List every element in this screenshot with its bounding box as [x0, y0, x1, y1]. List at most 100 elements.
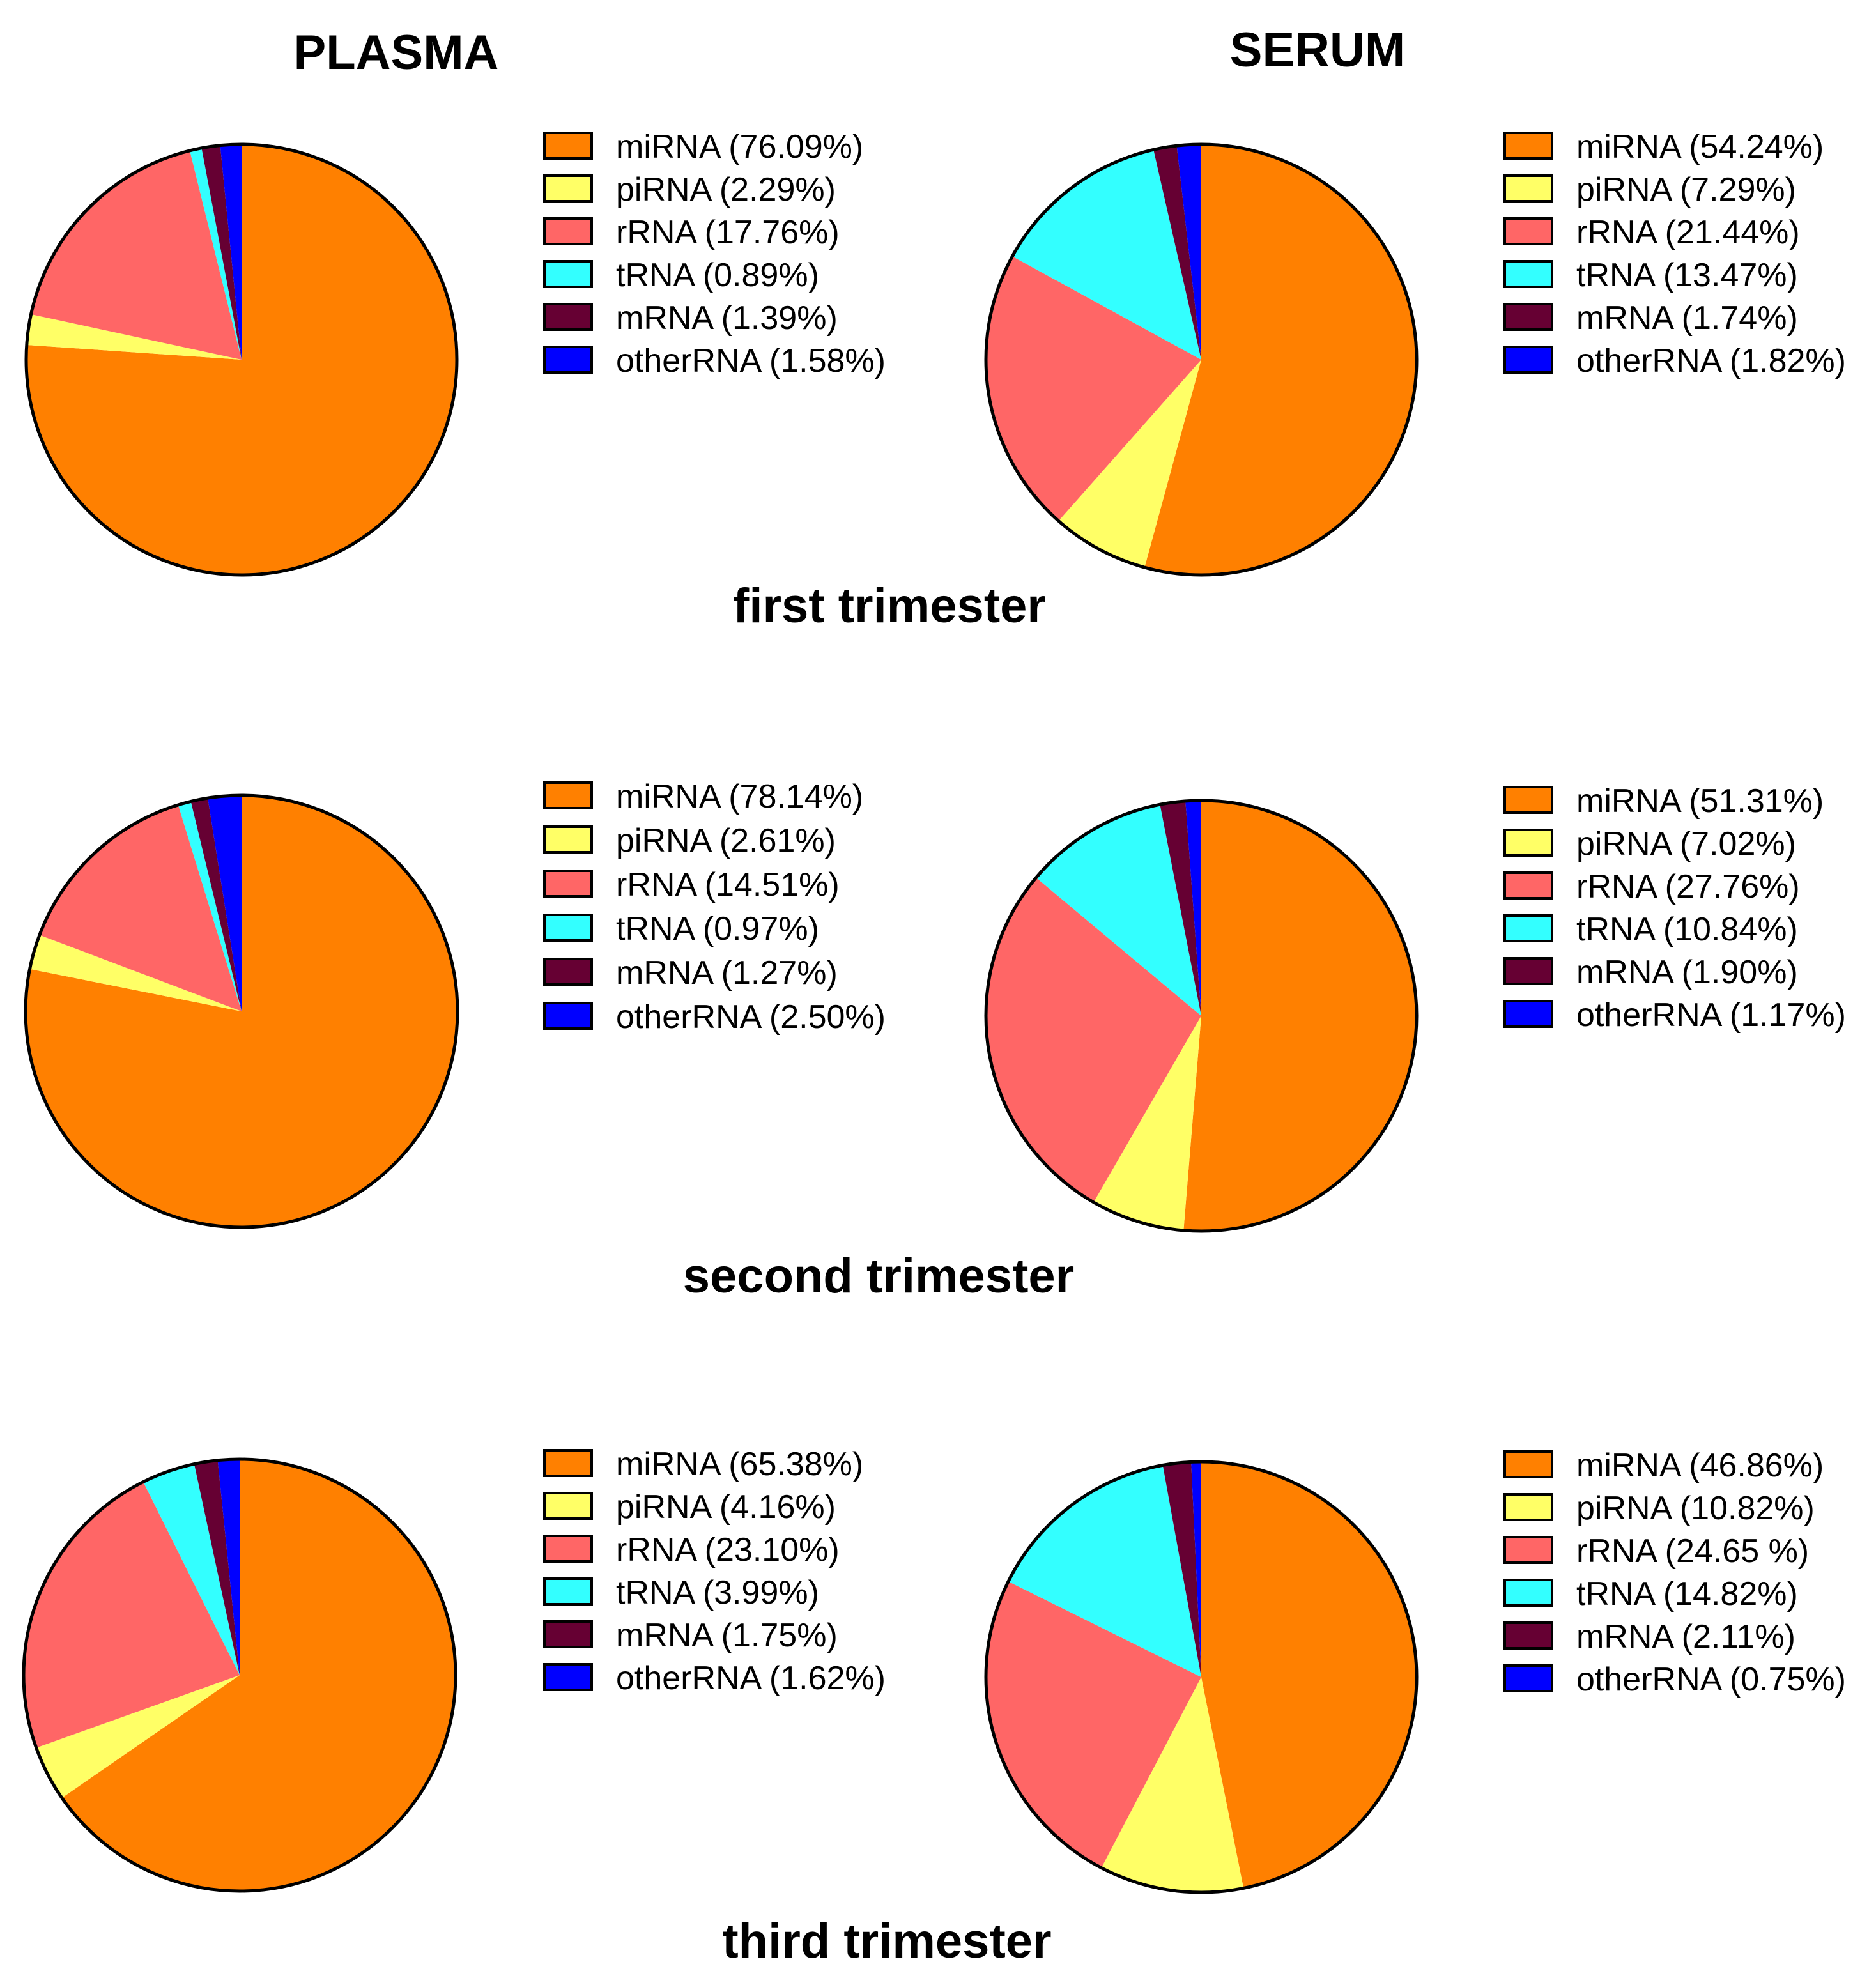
legend-swatch-rrna [1503, 1536, 1553, 1564]
pie-slice-trna [190, 148, 242, 360]
pie-slice-mirna [26, 795, 458, 1227]
pie-slice-pirna [1058, 360, 1201, 568]
pie-slice-mirna [1201, 1462, 1417, 1889]
row-title-first-trimester: first trimester [733, 579, 1046, 633]
legend-label-otherrna: otherRNA (1.82%) [1576, 342, 1846, 379]
legend-swatch-pirna [1503, 174, 1553, 203]
pie-slice-mrna [1160, 801, 1201, 1016]
legend-swatch-rrna [543, 217, 593, 245]
legend-swatch-mirna [1503, 786, 1553, 814]
legend-label-mrna: mRNA (1.27%) [616, 954, 838, 992]
legend-swatch-mrna [1503, 1621, 1553, 1650]
legend-swatch-rrna [543, 870, 593, 898]
pie-outline [24, 793, 459, 1229]
pie-slice-otherrna [1191, 1462, 1201, 1677]
pie-legend: miRNA (51.31%) piRNA (7.02%) rRNA (27.76%)… [1503, 783, 1846, 1034]
legend-label-pirna: piRNA (10.82%) [1576, 1490, 1815, 1527]
pie-slice-mirna [26, 144, 457, 575]
pie-outline [984, 142, 1419, 577]
legend-swatch-mirna [543, 781, 593, 809]
legend-swatch-otherrna [1503, 346, 1553, 374]
pie-slice-otherrna [1176, 144, 1201, 360]
pie-legend: miRNA (54.24%) piRNA (7.29%) rRNA (21.44%)… [1503, 128, 1846, 379]
pie-slice-mirna [1183, 801, 1417, 1231]
legend-label-pirna: piRNA (2.61%) [616, 822, 836, 859]
legend-label-mrna: mRNA (1.39%) [616, 300, 838, 337]
pie-outline [984, 1460, 1419, 1894]
legend-swatch-rrna [1503, 217, 1553, 245]
legend-label-mirna: miRNA (65.38%) [616, 1446, 863, 1483]
pie-slice-trna [178, 801, 242, 1011]
pie-slice-rrna [39, 804, 242, 1011]
pie-legend: miRNA (78.14%) piRNA (2.61%) rRNA (14.51%)… [543, 778, 886, 1036]
pie-slice-pirna [36, 1675, 240, 1798]
pie-slice-rrna [986, 256, 1201, 521]
legend-swatch-mirna [543, 132, 593, 160]
pie-slice-pirna [26, 314, 242, 360]
legend-label-mirna: miRNA (76.09%) [616, 128, 863, 165]
pie-legend: miRNA (65.38%) piRNA (4.16%) rRNA (23.10%)… [543, 1446, 886, 1697]
column-title-plasma: PLASMA [294, 26, 499, 80]
legend-swatch-rrna [543, 1535, 593, 1563]
pie-slice-pirna [1101, 1677, 1244, 1892]
legend-swatch-mrna [1503, 303, 1553, 331]
legend-label-pirna: piRNA (4.16%) [616, 1489, 836, 1526]
legend-swatch-trna [543, 914, 593, 942]
legend-label-trna: tRNA (0.89%) [616, 257, 819, 294]
pie-panel-serum-first-trimester: miRNA (54.24%) piRNA (7.29%) rRNA (21.44%)… [984, 128, 1846, 577]
pie-panel-serum-second-trimester: miRNA (51.31%) piRNA (7.02%) rRNA (27.76%)… [984, 783, 1846, 1233]
legend-swatch-otherrna [543, 1002, 593, 1030]
legend-label-pirna: piRNA (7.29%) [1576, 171, 1796, 208]
pie-slice-trna [1036, 804, 1201, 1016]
pie-slice-mirna [1144, 144, 1417, 575]
legend-swatch-otherrna [1503, 1664, 1553, 1692]
legend-label-otherrna: otherRNA (2.50%) [616, 999, 886, 1036]
legend-swatch-pirna [543, 1492, 593, 1520]
legend-label-rrna: rRNA (24.65 %) [1576, 1533, 1809, 1570]
legend-label-mirna: miRNA (46.86%) [1576, 1447, 1824, 1484]
legend-swatch-mrna [1503, 957, 1553, 985]
pie-slice-mirna [61, 1459, 456, 1891]
legend-swatch-otherrna [543, 1663, 593, 1691]
pie-slice-trna [143, 1464, 240, 1675]
pie-slice-otherrna [1185, 801, 1201, 1016]
pie-slice-mrna [194, 1460, 240, 1675]
pie-slice-otherrna [208, 795, 242, 1011]
legend-label-rrna: rRNA (23.10%) [616, 1531, 840, 1568]
legend-label-trna: tRNA (0.97%) [616, 910, 819, 947]
legend-label-trna: tRNA (13.47%) [1576, 257, 1798, 294]
pie-outline [24, 142, 459, 577]
pie-slice-otherrna [217, 1459, 240, 1675]
legend-label-pirna: piRNA (7.02%) [1576, 825, 1796, 862]
legend-swatch-trna [1503, 914, 1553, 942]
legend-label-rrna: rRNA (14.51%) [616, 866, 840, 903]
pie-panel-plasma-second-trimester: miRNA (78.14%) piRNA (2.61%) rRNA (14.51%)… [24, 778, 886, 1229]
legend-label-mrna: mRNA (1.74%) [1576, 300, 1798, 337]
legend-swatch-pirna [1503, 1493, 1553, 1521]
column-title-serum: SERUM [1230, 23, 1405, 77]
pie-slice-trna [1012, 149, 1201, 360]
legend-label-mrna: mRNA (2.11%) [1576, 1618, 1795, 1655]
legend-swatch-pirna [543, 825, 593, 854]
legend-label-pirna: piRNA (2.29%) [616, 171, 836, 208]
legend-swatch-otherrna [543, 346, 593, 374]
legend-swatch-mrna [543, 1620, 593, 1648]
pie-slice-mrna [201, 145, 242, 360]
pie-outline [984, 799, 1419, 1233]
legend-swatch-trna [1503, 1579, 1553, 1607]
pie-panel-serum-third-trimester: miRNA (46.86%) piRNA (10.82%) rRNA (24.65 … [984, 1447, 1846, 1894]
pie-slice-mrna [1162, 1462, 1201, 1677]
legend-swatch-mrna [543, 958, 593, 986]
legend-swatch-otherrna [1503, 1000, 1553, 1028]
legend-label-trna: tRNA (10.84%) [1576, 911, 1798, 948]
legend-swatch-mirna [1503, 132, 1553, 160]
legend-swatch-trna [1503, 260, 1553, 288]
legend-swatch-pirna [543, 174, 593, 203]
pie-legend: miRNA (76.09%) piRNA (2.29%) rRNA (17.76%)… [543, 128, 886, 379]
pie-slice-rrna [24, 1482, 240, 1748]
legend-swatch-pirna [1503, 829, 1553, 857]
pie-panel-plasma-third-trimester: miRNA (65.38%) piRNA (4.16%) rRNA (23.10%)… [22, 1446, 886, 1893]
legend-label-rrna: rRNA (21.44%) [1576, 214, 1800, 251]
legend-label-mirna: miRNA (54.24%) [1576, 128, 1824, 165]
